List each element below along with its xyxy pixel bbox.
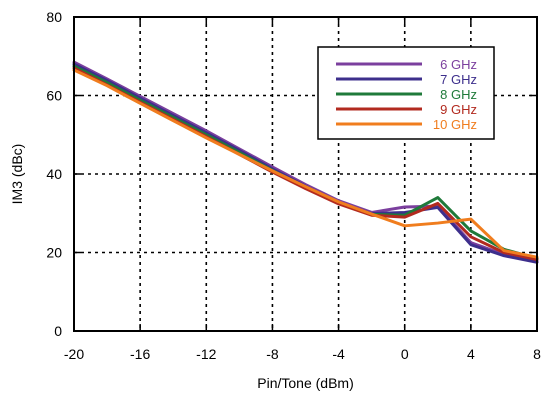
legend-label: 9 GHz [440, 102, 477, 117]
y-axis-label: IM3 (dBc) [9, 144, 25, 205]
x-tick-label: 0 [401, 346, 409, 362]
y-tick-label: 40 [46, 166, 62, 182]
grid [74, 17, 537, 331]
x-tick-label: 8 [533, 346, 541, 362]
x-tick-label: -4 [332, 346, 345, 362]
legend-label: 7 GHz [440, 72, 477, 87]
legend-label: 6 GHz [440, 57, 477, 72]
y-tick-label: 0 [54, 323, 62, 339]
x-axis-label: Pin/Tone (dBm) [257, 375, 353, 391]
x-tick-label: -12 [196, 346, 216, 362]
y-tick-label: 80 [46, 9, 62, 25]
x-tick-label: -20 [64, 346, 84, 362]
series-line [72, 68, 539, 259]
legend-label: 10 GHz [433, 117, 477, 132]
y-tick-label: 20 [46, 245, 62, 261]
x-tick-label: 4 [467, 346, 475, 362]
series-lines [72, 60, 539, 264]
legend-label: 8 GHz [440, 87, 477, 102]
y-tick-label: 60 [46, 88, 62, 104]
x-tick-label: -16 [130, 346, 150, 362]
x-tick-label: -8 [266, 346, 279, 362]
